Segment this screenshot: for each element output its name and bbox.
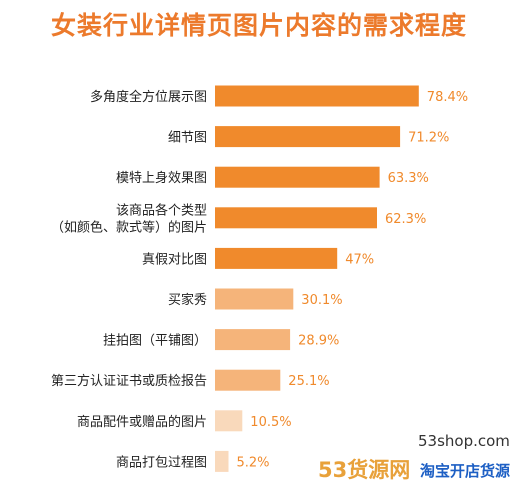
bar-5 [215,288,294,310]
category-label-8: 商品配件或赠品的图片 [77,414,207,430]
bar-9 [215,450,229,472]
category-label-7: 第三方认证证书或质检报告 [51,373,207,389]
value-label-9: 5.2% [237,455,270,470]
value-label-6: 28.9% [298,334,339,349]
category-label-6: 挂拍图（平铺图） [103,334,207,349]
category-label-2: 模特上身效果图 [116,170,207,186]
value-label-8: 10.5% [250,415,291,430]
watermark-brand: 53货源网 [318,458,411,482]
bar-1 [215,126,401,148]
category-label-5: 买家秀 [168,292,207,308]
bar-4 [215,247,338,269]
value-label-3: 62.3% [385,212,426,227]
value-label-2: 63.3% [388,171,429,186]
category-label-9: 商品打包过程图 [116,455,207,470]
value-label-7: 25.1% [288,374,329,389]
category-label-4: 真假对比图 [142,252,207,267]
bar-8 [215,410,243,432]
category-label-1: 细节图 [168,131,207,146]
value-label-5: 30.1% [301,293,342,308]
category-label-3: 该商品各个类型（如颜色、款式等）的图片 [51,202,207,235]
value-label-0: 78.4% [427,90,468,105]
value-label-1: 71.2% [408,131,449,146]
watermark-url: 53shop.com [418,432,510,450]
bar-2 [215,166,380,188]
bar-6 [215,329,291,351]
value-label-4: 47% [345,252,374,267]
bar-0 [215,85,419,107]
bar-7 [215,369,281,391]
category-label-0: 多角度全方位展示图 [90,89,207,105]
watermark-subtitle: 淘宝开店货源 [420,462,511,480]
bar-3 [215,207,377,229]
chart-title: 女装行业详情页图片内容的需求程度 [50,11,467,40]
